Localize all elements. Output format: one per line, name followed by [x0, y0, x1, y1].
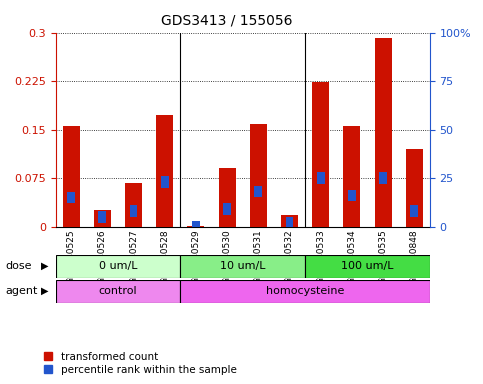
Bar: [99, 211, 106, 223]
Bar: [406, 149, 423, 227]
Bar: [312, 83, 329, 227]
Text: ▶: ▶: [41, 261, 49, 271]
Bar: [317, 172, 325, 184]
Bar: [285, 217, 293, 228]
FancyBboxPatch shape: [56, 255, 180, 278]
Bar: [379, 172, 387, 184]
Bar: [218, 168, 236, 227]
FancyBboxPatch shape: [56, 280, 180, 303]
Bar: [255, 186, 262, 197]
Bar: [223, 203, 231, 215]
Bar: [348, 190, 356, 201]
Bar: [129, 205, 138, 217]
Bar: [161, 176, 169, 188]
Text: dose: dose: [6, 261, 32, 271]
Bar: [94, 210, 111, 227]
Text: GDS3413 / 155056: GDS3413 / 155056: [161, 13, 293, 27]
Text: 0 um/L: 0 um/L: [99, 262, 137, 271]
Bar: [250, 124, 267, 227]
Bar: [63, 126, 80, 227]
Bar: [343, 126, 360, 227]
FancyBboxPatch shape: [180, 280, 430, 303]
Text: agent: agent: [6, 286, 38, 296]
Text: 100 um/L: 100 um/L: [341, 262, 394, 271]
Legend: transformed count, percentile rank within the sample: transformed count, percentile rank withi…: [44, 352, 236, 375]
Text: 10 um/L: 10 um/L: [220, 262, 266, 271]
Bar: [187, 226, 204, 227]
FancyBboxPatch shape: [305, 255, 430, 278]
Bar: [281, 215, 298, 227]
Bar: [125, 183, 142, 227]
Text: homocysteine: homocysteine: [266, 286, 344, 296]
Bar: [374, 38, 392, 227]
Bar: [192, 221, 200, 232]
Bar: [411, 205, 418, 217]
Bar: [156, 115, 173, 227]
Text: control: control: [99, 286, 137, 296]
Text: ▶: ▶: [41, 286, 49, 296]
Bar: [67, 192, 75, 203]
FancyBboxPatch shape: [180, 255, 305, 278]
